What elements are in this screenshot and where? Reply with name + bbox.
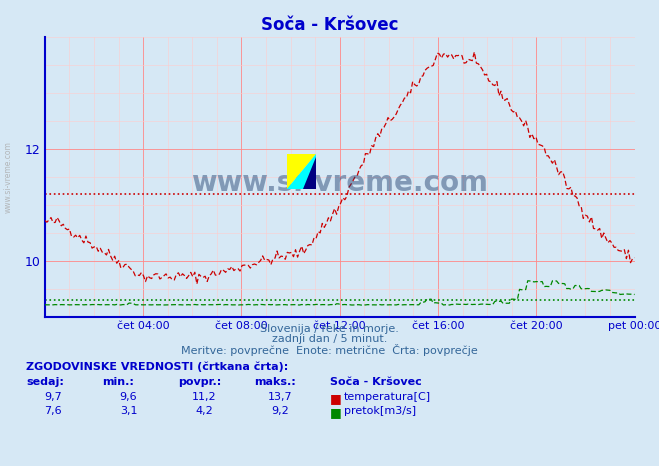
- Text: 9,2: 9,2: [272, 406, 289, 416]
- Text: Meritve: povprečne  Enote: metrične  Črta: povprečje: Meritve: povprečne Enote: metrične Črta:…: [181, 344, 478, 356]
- Text: www.si-vreme.com: www.si-vreme.com: [3, 141, 13, 213]
- Polygon shape: [287, 154, 316, 189]
- Text: ZGODOVINSKE VREDNOSTI (črtkana črta):: ZGODOVINSKE VREDNOSTI (črtkana črta):: [26, 361, 289, 372]
- Text: sedaj:: sedaj:: [26, 377, 64, 387]
- Text: 9,7: 9,7: [44, 392, 61, 402]
- Text: temperatura[C]: temperatura[C]: [344, 392, 431, 402]
- Text: 13,7: 13,7: [268, 392, 293, 402]
- Text: 3,1: 3,1: [120, 406, 137, 416]
- Text: Soča - Kršovec: Soča - Kršovec: [261, 16, 398, 34]
- Text: maks.:: maks.:: [254, 377, 295, 387]
- Text: ■: ■: [330, 406, 341, 419]
- Text: pretok[m3/s]: pretok[m3/s]: [344, 406, 416, 416]
- Text: www.si-vreme.com: www.si-vreme.com: [191, 169, 488, 197]
- Text: Slovenija / reke in morje.: Slovenija / reke in morje.: [260, 324, 399, 334]
- Text: povpr.:: povpr.:: [178, 377, 221, 387]
- Polygon shape: [287, 154, 316, 189]
- Polygon shape: [303, 158, 316, 189]
- Text: 4,2: 4,2: [196, 406, 213, 416]
- Text: Soča - Kršovec: Soča - Kršovec: [330, 377, 421, 387]
- Text: zadnji dan / 5 minut.: zadnji dan / 5 minut.: [272, 334, 387, 344]
- Text: ■: ■: [330, 392, 341, 405]
- Text: 7,6: 7,6: [44, 406, 61, 416]
- Text: 9,6: 9,6: [120, 392, 137, 402]
- Text: min.:: min.:: [102, 377, 134, 387]
- Text: 11,2: 11,2: [192, 392, 217, 402]
